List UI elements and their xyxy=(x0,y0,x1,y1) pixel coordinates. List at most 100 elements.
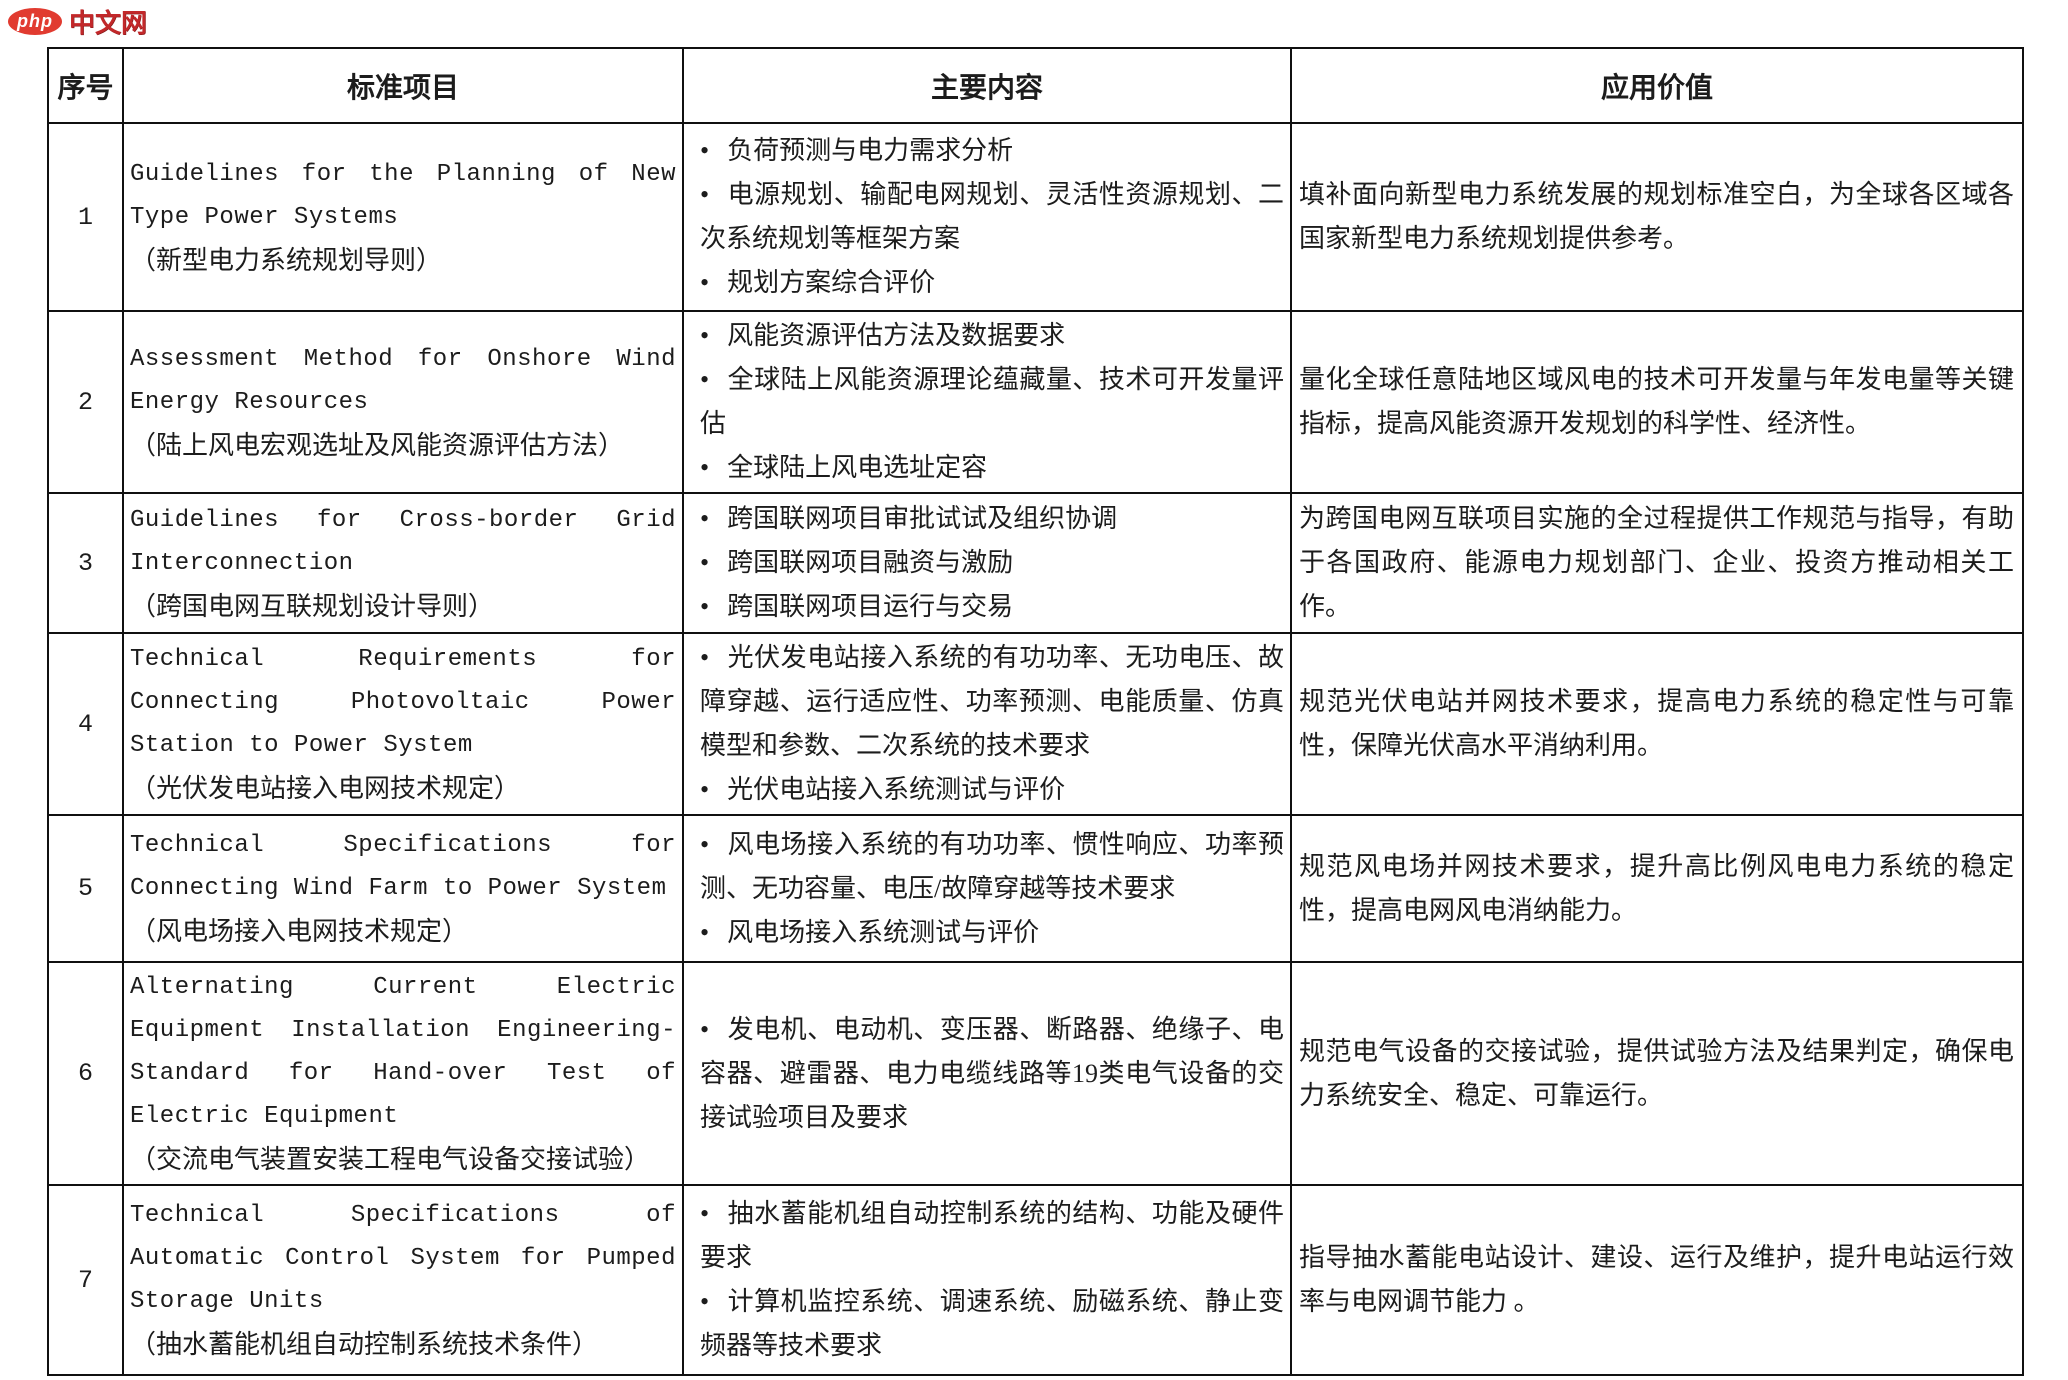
list-item: • 光伏发电站接入系统的有功功率、无功电压、故障穿越、运行适应性、功率预测、电能质… xyxy=(700,636,1284,768)
bullet-icon: • xyxy=(700,453,710,482)
standard-name-en: Alternating Current Electric Equipment I… xyxy=(130,974,676,1130)
table-row: 3 Guidelines for Cross-border Grid Inter… xyxy=(47,492,2024,634)
site-logo-text: 中文网 xyxy=(69,8,148,38)
main-content-cell: • 发电机、电动机、变压器、断路器、绝缘子、电容器、避雷器、电力电缆线路等19类电… xyxy=(682,961,1292,1186)
table-row: 2 Assessment Method for Onshore Wind Ene… xyxy=(47,310,2024,494)
row-number: 1 xyxy=(47,122,124,312)
standard-name-cell: Alternating Current Electric Equipment I… xyxy=(122,961,684,1186)
bullet-icon: • xyxy=(700,643,710,672)
list-item: • 发电机、电动机、变压器、断路器、绝缘子、电容器、避雷器、电力电缆线路等19类电… xyxy=(700,1008,1284,1140)
col-header-index: 序号 xyxy=(47,47,124,124)
list-item-text: 抽水蓄能机组自动控制系统的结构、功能及硬件要求 xyxy=(700,1199,1284,1272)
list-item: • 负荷预测与电力需求分析 xyxy=(700,129,1284,173)
list-item-text: 风能资源评估方法及数据要求 xyxy=(727,321,1066,350)
row-number: 5 xyxy=(47,814,124,963)
row-number: 7 xyxy=(47,1184,124,1376)
list-item-text: 规划方案综合评价 xyxy=(727,268,936,297)
bullet-icon: • xyxy=(700,829,710,859)
list-item-text: 跨国联网项目融资与激励 xyxy=(727,548,1014,577)
bullet-icon: • xyxy=(700,365,710,394)
list-item: • 光伏电站接入系统测试与评价 xyxy=(700,768,1284,812)
main-content-cell: • 光伏发电站接入系统的有功功率、无功电压、故障穿越、运行适应性、功率预测、电能质… xyxy=(682,632,1292,816)
list-item: • 跨国联网项目运行与交易 xyxy=(700,585,1284,629)
standard-name-zh: （抽水蓄能机组自动控制系统技术条件） xyxy=(130,1330,599,1359)
col-header-value: 应用价值 xyxy=(1290,47,2024,124)
standard-name-en: Technical Specifications for Connecting … xyxy=(130,832,676,902)
list-item: • 全球陆上风能资源理论蕴藏量、技术可开发量评估 xyxy=(700,358,1284,446)
bullet-icon: • xyxy=(700,592,710,621)
table-row: 4 Technical Requirements for Connecting … xyxy=(47,632,2024,816)
list-item-text: 跨国联网项目运行与交易 xyxy=(727,592,1014,621)
list-item-text: 负荷预测与电力需求分析 xyxy=(727,136,1014,165)
col-header-content: 主要内容 xyxy=(682,47,1292,124)
row-number: 4 xyxy=(47,632,124,816)
standard-name-zh: （跨国电网互联规划设计导则） xyxy=(130,591,495,621)
list-item-text: 风电场接入系统测试与评价 xyxy=(727,917,1040,947)
list-item-text: 发电机、电动机、变压器、断路器、绝缘子、电容器、避雷器、电力电缆线路等19类电气… xyxy=(700,1014,1284,1132)
application-value-cell: 规范电气设备的交接试验，提供试验方法及结果判定，确保电力系统安全、稳定、可靠运行… xyxy=(1290,961,2024,1186)
main-content-cell: • 风能资源评估方法及数据要求 • 全球陆上风能资源理论蕴藏量、技术可开发量评估 •… xyxy=(682,310,1292,494)
table-row: 5 Technical Specifications for Connectin… xyxy=(47,814,2024,963)
standard-name-zh: （风电场接入电网技术规定） xyxy=(130,917,469,946)
list-item-text: 电源规划、输配电网规划、灵活性资源规划、二次系统规划等框架方案 xyxy=(700,180,1284,253)
standard-name-cell: Guidelines for the Planning of New Type … xyxy=(122,122,684,312)
row-number: 6 xyxy=(47,961,124,1186)
bullet-icon: • xyxy=(700,548,710,577)
list-item: • 风电场接入系统测试与评价 xyxy=(700,911,1284,955)
standard-name-cell: Technical Requirements for Connecting Ph… xyxy=(122,632,684,816)
list-item-text: 跨国联网项目审批试试及组织协调 xyxy=(727,504,1118,533)
application-value-cell: 规范风电场并网技术要求，提升高比例风电电力系统的稳定性，提高电网风电消纳能力。 xyxy=(1290,814,2024,963)
table-row: 7 Technical Specifications of Automatic … xyxy=(47,1184,2024,1376)
list-item: • 计算机监控系统、调速系统、励磁系统、静止变频器等技术要求 xyxy=(700,1280,1284,1368)
list-item: • 风电场接入系统的有功功率、惯性响应、功率预测、无功容量、电压/故障穿越等技术要… xyxy=(700,823,1284,911)
main-content-cell: • 负荷预测与电力需求分析 • 电源规划、输配电网规划、灵活性资源规划、二次系统规划… xyxy=(682,122,1292,312)
standard-name-en: Assessment Method for Onshore Wind Energ… xyxy=(130,345,676,416)
list-item: • 抽水蓄能机组自动控制系统的结构、功能及硬件要求 xyxy=(700,1192,1284,1280)
bullet-icon: • xyxy=(700,321,710,350)
bullet-icon: • xyxy=(700,504,710,533)
standard-name-en: Guidelines for the Planning of New Type … xyxy=(130,160,676,231)
application-value-cell: 填补面向新型电力系统发展的规划标准空白，为全球各区域各国家新型电力系统规划提供参… xyxy=(1290,122,2024,312)
list-item: • 跨国联网项目审批试试及组织协调 xyxy=(700,497,1284,541)
table-row: 1 Guidelines for the Planning of New Typ… xyxy=(47,122,2024,312)
application-value-cell: 量化全球任意陆地区域风电的技术可开发量与年发电量等关键指标，提高风能资源开发规划… xyxy=(1290,310,2024,494)
list-item-text: 光伏发电站接入系统的有功功率、无功电压、故障穿越、运行适应性、功率预测、电能质量… xyxy=(700,643,1284,760)
main-content-cell: • 风电场接入系统的有功功率、惯性响应、功率预测、无功容量、电压/故障穿越等技术要… xyxy=(682,814,1292,963)
list-item: • 风能资源评估方法及数据要求 xyxy=(700,314,1284,358)
bullet-icon: • xyxy=(700,1287,710,1316)
standard-name-zh: （新型电力系统规划导则） xyxy=(130,245,443,275)
bullet-icon: • xyxy=(700,268,710,297)
bullet-icon: • xyxy=(700,136,710,165)
header-row: 序号 标准项目 主要内容 应用价值 xyxy=(47,47,2024,124)
bullet-icon: • xyxy=(700,180,710,209)
standard-name-zh: （光伏发电站接入电网技术规定） xyxy=(130,774,521,803)
standard-name-zh: （交流电气装置安装工程电气设备交接试验） xyxy=(130,1145,651,1174)
list-item: • 全球陆上风电选址定容 xyxy=(700,446,1284,490)
list-item-text: 光伏电站接入系统测试与评价 xyxy=(727,775,1066,804)
list-item-text: 风电场接入系统的有功功率、惯性响应、功率预测、无功容量、电压/故障穿越等技术要求 xyxy=(700,829,1284,903)
application-value-cell: 规范光伏电站并网技术要求，提高电力系统的稳定性与可靠性，保障光伏高水平消纳利用。 xyxy=(1290,632,2024,816)
bullet-icon: • xyxy=(700,917,710,947)
list-item: • 跨国联网项目融资与激励 xyxy=(700,541,1284,585)
standard-name-cell: Technical Specifications for Connecting … xyxy=(122,814,684,963)
main-content-cell: • 抽水蓄能机组自动控制系统的结构、功能及硬件要求 • 计算机监控系统、调速系统、励… xyxy=(682,1184,1292,1376)
table-row: 6 Alternating Current Electric Equipment… xyxy=(47,961,2024,1186)
bullet-icon: • xyxy=(700,1199,710,1228)
row-number: 2 xyxy=(47,310,124,494)
standard-name-en: Technical Specifications of Automatic Co… xyxy=(130,1202,676,1315)
standard-name-cell: Assessment Method for Onshore Wind Energ… xyxy=(122,310,684,494)
row-number: 3 xyxy=(47,492,124,634)
standard-name-cell: Guidelines for Cross-border Grid Interco… xyxy=(122,492,684,634)
list-item-text: 计算机监控系统、调速系统、励磁系统、静止变频器等技术要求 xyxy=(700,1287,1284,1360)
application-value-cell: 为跨国电网互联项目实施的全过程提供工作规范与指导，有助于各国政府、能源电力规划部… xyxy=(1290,492,2024,634)
standards-table: 序号 标准项目 主要内容 应用价值 1 Guidelines for the P… xyxy=(47,47,2024,1376)
bullet-icon: • xyxy=(700,1014,710,1044)
bullet-icon: • xyxy=(700,775,710,804)
php-logo-icon: php xyxy=(8,8,62,35)
standard-name-cell: Technical Specifications of Automatic Co… xyxy=(122,1184,684,1376)
list-item: • 电源规划、输配电网规划、灵活性资源规划、二次系统规划等框架方案 xyxy=(700,173,1284,261)
site-logo[interactable]: php 中文网 xyxy=(8,3,147,40)
list-item-text: 全球陆上风电选址定容 xyxy=(727,453,988,482)
standard-name-zh: （陆上风电宏观选址及风能资源评估方法） xyxy=(130,430,625,460)
